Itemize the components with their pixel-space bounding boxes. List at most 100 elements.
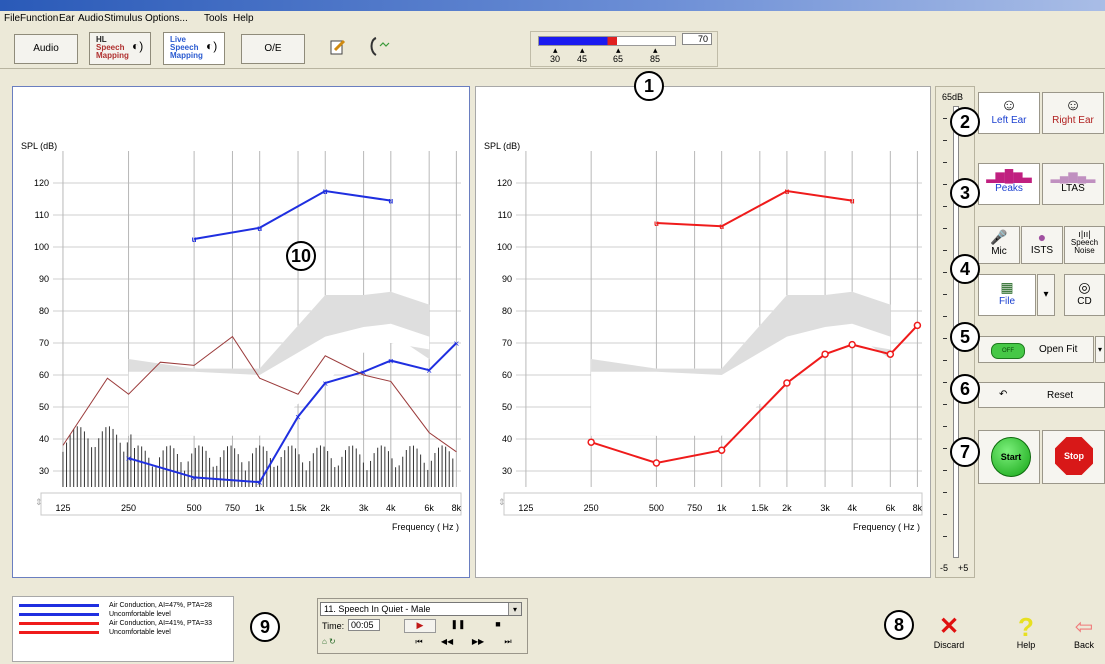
back-label: Back — [1073, 640, 1094, 650]
x-tick-label: 1.5k — [751, 503, 769, 513]
hl-speech-mapping-button[interactable]: HL Speech Mapping ◐) — [89, 32, 151, 65]
speech-label-2: Speech — [170, 43, 199, 52]
skip-start-button[interactable]: ⏮ — [415, 637, 423, 646]
y-tick-label: 50 — [39, 402, 49, 412]
file-button[interactable]: ▦ File — [978, 274, 1036, 316]
x-marker: × — [295, 413, 301, 424]
reset-button[interactable]: ↶ Reset — [978, 382, 1105, 408]
callout-5: 5 — [950, 322, 980, 352]
y-tick-label: 90 — [502, 274, 512, 284]
series-line — [62, 335, 457, 453]
x-marker: × — [388, 357, 394, 368]
track-select[interactable]: 11. Speech In Quiet - Male ▾ — [320, 602, 522, 616]
scroll-arrows-icon[interactable]: ⇕ — [498, 497, 506, 507]
slider-tick — [943, 382, 947, 383]
ucl-marker: u — [192, 235, 197, 244]
x-tick-label: 6k — [424, 503, 434, 513]
x-tick-label: 125 — [55, 503, 70, 513]
legend-line — [19, 631, 99, 634]
slider-tick — [943, 338, 947, 339]
rewind-button[interactable]: ◀◀ — [440, 637, 454, 646]
y-tick-label: 70 — [39, 338, 49, 348]
y-tick-label: 40 — [39, 434, 49, 444]
menu-function[interactable]: Function — [20, 13, 59, 24]
legend-line — [19, 604, 99, 607]
title-strip — [0, 0, 1105, 11]
lock-icon[interactable]: ⌂ ↻ — [322, 637, 336, 646]
left-ear-button[interactable]: ☺ Left Ear — [978, 92, 1040, 134]
right-ear-button[interactable]: ☺ Right Ear — [1042, 92, 1104, 134]
right-ear-graph-panel: SPL (dB) 120 110 100 90 80 70 60 50 40 30 125 250 500… — [475, 86, 931, 578]
file-dropdown-button[interactable]: ▾ — [1037, 274, 1055, 316]
x-tick-label: 2k — [782, 503, 792, 513]
start-button[interactable]: Start — [978, 430, 1040, 484]
back-button[interactable]: ⇦ Back — [1063, 614, 1105, 660]
slider-tick — [943, 162, 947, 163]
track-name: 11. Speech In Quiet - Male — [324, 604, 431, 614]
pause-button[interactable]: ❚❚ — [450, 619, 466, 629]
menu-ear[interactable]: Ear — [59, 13, 75, 24]
live-speech-mapping-button[interactable]: Live Speech Mapping ◐) — [163, 32, 225, 65]
ucl-marker: u — [784, 187, 789, 196]
peaks-button[interactable]: ▂▆█▆▃ Peaks — [978, 163, 1040, 205]
fast-forward-button[interactable]: ▶▶ — [471, 637, 485, 646]
ists-button[interactable]: ● ISTS — [1021, 226, 1063, 264]
speech-noise-icon: ı|ıı| — [1078, 229, 1091, 239]
audio-player: 11. Speech In Quiet - Male ▾ Time: 00:05… — [317, 598, 528, 654]
help-button[interactable]: ? Help — [1005, 614, 1047, 660]
o-marker — [848, 340, 856, 349]
speech-noise-button[interactable]: ı|ıı| Speech Noise — [1064, 226, 1105, 264]
menu-help[interactable]: Help — [233, 13, 254, 24]
stop-player-button[interactable]: ■ — [495, 619, 501, 629]
y-tick-label: 30 — [39, 466, 49, 476]
x-tick-label: 1k — [255, 503, 265, 513]
y-tick-label: 40 — [502, 434, 512, 444]
menu-options[interactable]: Options... — [145, 13, 188, 24]
legend-item: Air Conduction, AI=41%, PTA=33 — [19, 619, 229, 628]
legend-item: Uncomfortable level — [19, 628, 229, 637]
x-tick-label: 125 — [518, 503, 533, 513]
y-tick-label: 70 — [502, 338, 512, 348]
ists-icon: ● — [1037, 229, 1047, 245]
scroll-arrows-icon[interactable]: ⇕ — [35, 497, 43, 507]
reset-label: Reset — [1047, 390, 1074, 401]
level-tick-45: 45 — [577, 54, 588, 64]
x-tick-label: 250 — [121, 503, 136, 513]
o-marker — [821, 350, 829, 358]
open-fit-dropdown[interactable]: ▾ — [1095, 336, 1105, 363]
o-marker — [587, 438, 595, 446]
slider-tick — [943, 316, 947, 317]
open-fit-icon: OFF — [991, 343, 1025, 359]
file-label: File — [998, 296, 1016, 307]
x-tick-label: 500 — [649, 503, 664, 513]
menu-audio[interactable]: Audio — [78, 13, 104, 24]
phone-ear-icon[interactable] — [368, 36, 392, 58]
x-axis-label: Frequency ( Hz ) — [392, 522, 459, 532]
x-axis-label: Frequency ( Hz ) — [853, 522, 920, 532]
callout-7: 7 — [950, 437, 980, 467]
ltas-button[interactable]: ▂▄▆▄▂ LTAS — [1042, 163, 1104, 205]
x-tick-label: 6k — [886, 503, 896, 513]
speech-banana-inner — [591, 323, 891, 436]
left-ear-head-icon: ☺ — [1000, 97, 1018, 114]
left-ear-label: Left Ear — [991, 115, 1027, 126]
menu-stimulus[interactable]: Stimulus — [104, 13, 143, 24]
right-ear-label: Right Ear — [1052, 115, 1094, 126]
open-fit-button[interactable]: OFF Open Fit — [978, 336, 1094, 363]
notes-icon[interactable] — [330, 38, 346, 56]
stop-button[interactable]: Stop — [1042, 430, 1105, 484]
legend-text: Air Conduction, AI=41%, PTA=33 — [109, 620, 212, 627]
mic-button[interactable]: 🎤 Mic — [978, 226, 1020, 264]
cd-button[interactable]: ◎ CD — [1064, 274, 1105, 316]
x-tick-label: 750 — [687, 503, 702, 513]
audio-button[interactable]: Audio — [14, 34, 78, 64]
menu-tools[interactable]: Tools — [204, 13, 228, 24]
level-bar-track — [538, 36, 676, 46]
discard-button[interactable]: ✕ Discard — [928, 614, 970, 660]
play-button[interactable]: ▶ — [404, 619, 436, 633]
oe-button[interactable]: O/E — [241, 34, 305, 64]
legend-item: Air Conduction, AI=47%, PTA=28 — [19, 601, 229, 610]
menu-file[interactable]: File — [4, 13, 21, 24]
y-tick-label: 50 — [502, 402, 512, 412]
skip-end-button[interactable]: ⏭ — [504, 637, 512, 646]
